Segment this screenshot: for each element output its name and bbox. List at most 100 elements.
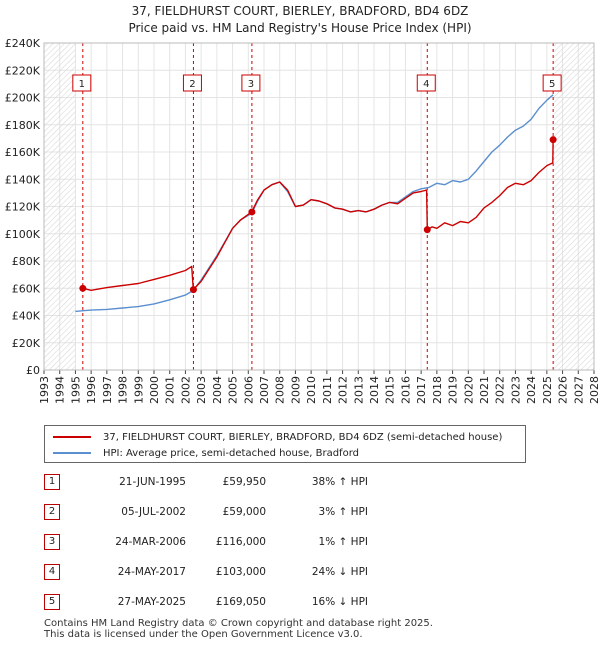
transaction-row: 2 05-JUL-2002 £59,000 3% ↑ HPI <box>0 503 600 521</box>
legend-item-hpi: HPI: Average price, semi-detached house,… <box>53 446 359 460</box>
property-price-line <box>82 139 554 291</box>
legend-item-property: 37, FIELDHURST COURT, BIERLEY, BRADFORD,… <box>53 430 502 444</box>
chart-legend: 37, FIELDHURST COURT, BIERLEY, BRADFORD,… <box>44 425 526 463</box>
transaction-label-number: 2 <box>189 79 195 90</box>
transaction-price: £103,000 <box>215 566 266 578</box>
transaction-marker <box>423 226 431 234</box>
x-tick-label: 2011 <box>321 376 334 404</box>
transaction-row: 3 24-MAR-2006 £116,000 1% ↑ HPI <box>0 533 600 551</box>
x-tick-label: 2003 <box>195 376 208 404</box>
legend-label-hpi: HPI: Average price, semi-detached house,… <box>103 447 359 459</box>
transaction-row: 5 27-MAY-2025 £169,050 16% ↓ HPI <box>0 593 600 611</box>
x-tick-label: 2001 <box>164 376 177 404</box>
transaction-number: 4 <box>44 564 60 580</box>
transaction-number: 5 <box>44 594 60 610</box>
x-tick-label: 1999 <box>132 376 145 404</box>
chart-subtitle: Price paid vs. HM Land Registry's House … <box>128 21 472 35</box>
x-tick-label: 2013 <box>352 376 365 404</box>
x-tick-label: 2006 <box>242 376 255 404</box>
hatch-region-end <box>553 43 594 370</box>
y-tick-label: £40K <box>12 310 41 323</box>
transaction-label-number: 5 <box>549 79 555 90</box>
x-tick-label: 1995 <box>69 376 82 404</box>
hatch-region-start <box>44 43 76 370</box>
transaction-hpi-change: 3% ↑ HPI <box>318 506 368 518</box>
transaction-date: 05-JUL-2002 <box>121 506 186 518</box>
x-tick-label: 2019 <box>447 376 460 404</box>
transaction-marker <box>79 284 87 292</box>
footer-license: This data is licensed under the Open Gov… <box>44 629 363 640</box>
x-tick-label: 1997 <box>101 376 114 404</box>
transaction-number: 2 <box>44 504 60 520</box>
transaction-number: 3 <box>44 534 60 550</box>
legend-swatch-property <box>53 436 91 438</box>
y-tick-label: £240K <box>5 37 41 50</box>
x-tick-label: 2005 <box>227 376 240 404</box>
transaction-date: 24-MAR-2006 <box>115 536 186 548</box>
plot-border <box>43 42 595 371</box>
transaction-marker <box>189 286 197 294</box>
transaction-date: 27-MAY-2025 <box>117 596 186 608</box>
transaction-number: 1 <box>44 474 60 490</box>
x-tick-label: 2025 <box>541 376 554 404</box>
y-tick-label: £60K <box>12 282 41 295</box>
transaction-hpi-change: 24% ↓ HPI <box>311 566 368 578</box>
legend-swatch-hpi <box>53 452 91 454</box>
transaction-date: 24-MAY-2017 <box>117 566 186 578</box>
x-tick-label: 1993 <box>38 376 51 404</box>
transaction-label-box <box>241 74 261 92</box>
x-tick-label: 2021 <box>478 376 491 404</box>
y-tick-label: £120K <box>5 201 41 214</box>
x-tick-label: 2014 <box>368 376 381 404</box>
x-tick-label: 1996 <box>85 376 98 404</box>
y-tick-label: £200K <box>5 92 41 105</box>
transaction-hpi-change: 16% ↓ HPI <box>311 596 368 608</box>
y-tick-label: £80K <box>12 255 41 268</box>
transaction-label-box <box>182 74 202 92</box>
chart-title: 37, FIELDHURST COURT, BIERLEY, BRADFORD,… <box>131 4 469 18</box>
x-tick-label: 2002 <box>179 376 192 404</box>
x-tick-label: 2027 <box>572 376 585 404</box>
transaction-label-number: 3 <box>248 79 254 90</box>
x-tick-label: 2024 <box>525 376 538 404</box>
transaction-marker <box>549 136 557 144</box>
y-tick-label: £220K <box>5 64 41 77</box>
y-tick-label: £0 <box>26 364 40 377</box>
transaction-label-box <box>72 74 92 92</box>
x-tick-label: 2000 <box>148 376 161 404</box>
x-tick-label: 2008 <box>274 376 287 404</box>
footer-copyright: Contains HM Land Registry data © Crown c… <box>44 618 433 629</box>
x-tick-label: 2012 <box>337 376 350 404</box>
x-tick-label: 2016 <box>399 376 412 404</box>
y-tick-label: £180K <box>5 119 41 132</box>
x-tick-label: 2020 <box>462 376 475 404</box>
y-tick-label: £20K <box>12 337 41 350</box>
x-tick-label: 1998 <box>117 376 130 404</box>
legend-label-property: 37, FIELDHURST COURT, BIERLEY, BRADFORD,… <box>103 431 503 443</box>
transaction-marker <box>248 208 256 216</box>
transaction-price: £59,950 <box>222 476 266 488</box>
transaction-hpi-change: 38% ↑ HPI <box>311 476 368 488</box>
transaction-price: £169,050 <box>215 596 266 608</box>
transaction-row: 1 21-JUN-1995 £59,950 38% ↑ HPI <box>0 473 600 491</box>
x-tick-label: 2028 <box>588 376 600 404</box>
x-tick-label: 2009 <box>289 376 302 404</box>
x-tick-label: 2022 <box>494 376 507 404</box>
transaction-label-box <box>542 74 562 92</box>
y-tick-label: £160K <box>5 146 41 159</box>
footer: Contains HM Land Registry data © Crown c… <box>44 618 433 640</box>
x-tick-label: 2023 <box>509 376 522 404</box>
x-tick-label: 2004 <box>211 376 224 404</box>
transaction-label-box <box>416 74 436 92</box>
transaction-label-number: 4 <box>423 79 429 90</box>
transaction-label-number: 1 <box>79 79 85 90</box>
price-chart: 1 2 3 4 5 £0 £20K £40K £60K £80K £100K £120K £140K £… <box>5 37 600 404</box>
x-tick-label: 2017 <box>415 376 428 404</box>
x-tick-label: 2015 <box>384 376 397 404</box>
x-tick-label: 2026 <box>557 376 570 404</box>
transaction-price: £116,000 <box>215 536 266 548</box>
y-tick-label: £140K <box>5 173 41 186</box>
x-tick-label: 1994 <box>54 376 67 404</box>
x-tick-label: 2018 <box>431 376 444 404</box>
transaction-price: £59,000 <box>222 506 266 518</box>
